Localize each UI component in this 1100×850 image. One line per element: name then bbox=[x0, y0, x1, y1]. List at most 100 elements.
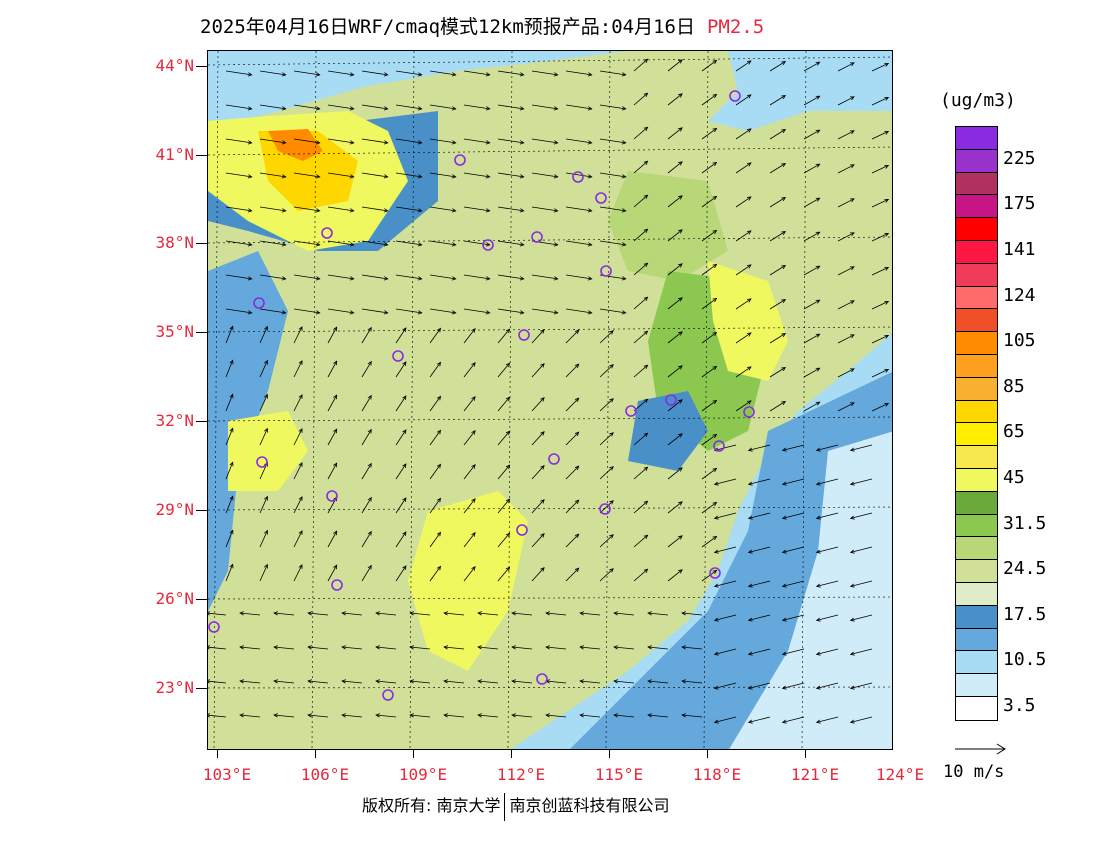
wind-arrow bbox=[429, 240, 456, 246]
wind-arrow bbox=[395, 70, 422, 76]
wind-arrow-head bbox=[678, 161, 683, 166]
wind-arrow-head bbox=[383, 72, 389, 77]
wind-arrow-head bbox=[746, 196, 752, 201]
legend-swatch bbox=[956, 560, 997, 583]
wind-arrow-head bbox=[712, 535, 718, 541]
wind-arrow bbox=[871, 165, 889, 174]
wind-arrow bbox=[701, 298, 717, 310]
wind-arrow bbox=[714, 512, 737, 519]
wind-arrow-head bbox=[621, 72, 627, 77]
wind-arrow bbox=[463, 532, 476, 548]
wind-arrow-head bbox=[781, 196, 787, 202]
legend-swatch bbox=[956, 332, 997, 355]
wind-arrow-head bbox=[375, 611, 381, 616]
map-canvas bbox=[208, 51, 892, 749]
wind-arrow bbox=[748, 546, 771, 553]
wind-arrow-head bbox=[815, 549, 821, 554]
wind-arrow-head bbox=[884, 334, 890, 339]
wind-arrow bbox=[225, 138, 252, 144]
wind-arrow-head bbox=[471, 498, 476, 503]
lon-tick bbox=[217, 750, 218, 758]
wind-arrow-head bbox=[519, 72, 525, 77]
wind-arrow bbox=[395, 138, 422, 144]
wind-arrow bbox=[512, 714, 533, 718]
wind-arrow bbox=[259, 530, 268, 548]
wind-arrow bbox=[444, 646, 465, 650]
wind-arrow bbox=[429, 206, 456, 212]
wind-arrow-head bbox=[383, 140, 389, 145]
wind-arrow-head bbox=[341, 713, 347, 718]
wind-arrow bbox=[259, 70, 286, 76]
company-name: 南京创蓝科技有限公司 bbox=[509, 796, 670, 815]
wind-arrow bbox=[361, 429, 372, 446]
wind-arrow bbox=[735, 162, 752, 174]
wind-arrow-head bbox=[471, 532, 476, 537]
wind-arrow-head bbox=[781, 162, 787, 168]
legend-label: 10.5 bbox=[1003, 649, 1047, 671]
wind-arrow bbox=[342, 680, 363, 684]
wind-arrow-head bbox=[247, 72, 253, 77]
wind-arrow bbox=[782, 648, 805, 655]
wind-arrow-head bbox=[849, 685, 855, 690]
wind-arrow-head bbox=[273, 645, 279, 650]
wind-arrow bbox=[463, 104, 490, 110]
wind-arrow bbox=[565, 138, 592, 144]
wind-arrow bbox=[463, 566, 476, 582]
city-marker bbox=[516, 524, 528, 536]
wind-arrow bbox=[546, 612, 567, 616]
wind-arrow-head bbox=[208, 645, 211, 650]
wind-arrow-head bbox=[643, 194, 649, 200]
lat-label: 35°N bbox=[155, 322, 194, 341]
legend-swatch bbox=[956, 263, 997, 287]
wind-arrow-head bbox=[417, 208, 423, 213]
wind-arrow bbox=[395, 104, 422, 110]
city-marker bbox=[713, 440, 725, 452]
wind-arrow-head bbox=[281, 72, 287, 77]
wind-arrow bbox=[735, 94, 752, 106]
wind-arrow-head bbox=[781, 447, 787, 452]
wind-arrow bbox=[769, 163, 786, 174]
wind-arrow bbox=[531, 329, 545, 344]
wind-arrow-head bbox=[298, 394, 303, 399]
wind-arrow bbox=[361, 395, 372, 412]
wind-arrow-head bbox=[678, 535, 683, 540]
wind-arrow bbox=[361, 308, 388, 314]
lat-tick bbox=[196, 510, 207, 511]
wind-arrow-head bbox=[540, 329, 545, 334]
wind-arrow bbox=[648, 714, 669, 718]
legend-swatch bbox=[956, 377, 997, 401]
wind-arrow-head bbox=[383, 242, 389, 247]
wind-arrow bbox=[361, 104, 388, 110]
wind-arrow-head bbox=[349, 242, 355, 247]
wind-arrow-head bbox=[409, 645, 415, 650]
wind-arrow bbox=[565, 499, 579, 514]
wind-arrow bbox=[444, 680, 465, 684]
wind-arrow bbox=[837, 334, 855, 344]
wind-arrow bbox=[225, 394, 234, 412]
wind-arrow-head bbox=[553, 72, 559, 77]
wind-arrow-head bbox=[849, 583, 855, 588]
wind-arrow-head bbox=[747, 719, 753, 724]
wind-arrow-head bbox=[375, 713, 381, 718]
wind-arrow-head bbox=[545, 611, 551, 616]
wind-arrow-head bbox=[333, 530, 338, 536]
city-marker bbox=[709, 567, 721, 579]
wind-arrow bbox=[327, 429, 338, 446]
wind-arrow bbox=[599, 500, 614, 514]
wind-arrow bbox=[259, 274, 286, 280]
wind-arrow-head bbox=[849, 266, 855, 271]
wind-arrow bbox=[748, 580, 771, 587]
wind-arrow-head bbox=[349, 72, 355, 77]
wind-arrow-head bbox=[553, 310, 559, 315]
wind-arrow bbox=[682, 646, 703, 650]
wind-arrow bbox=[463, 328, 476, 344]
wind-arrow bbox=[293, 206, 320, 212]
wind-arrow bbox=[803, 95, 820, 106]
wind-arrow-head bbox=[247, 106, 253, 111]
wind-arrow bbox=[361, 361, 372, 378]
wind-arrow bbox=[293, 326, 303, 344]
wind-arrow bbox=[682, 714, 703, 718]
wind-arrow bbox=[293, 274, 320, 280]
wind-arrow bbox=[782, 546, 805, 553]
wind-arrow bbox=[837, 198, 855, 208]
